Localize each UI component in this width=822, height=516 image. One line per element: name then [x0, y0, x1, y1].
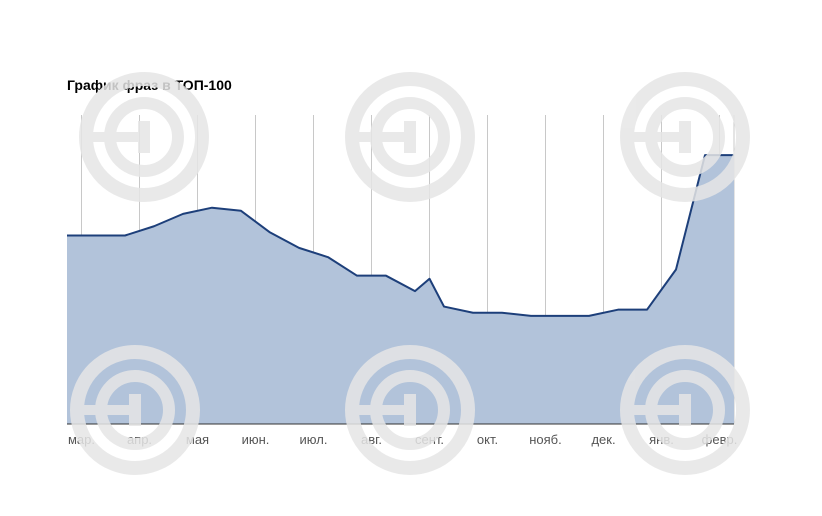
x-tick-label: июн. — [242, 432, 270, 447]
watermark-logo — [345, 72, 475, 202]
watermark-logo — [70, 345, 200, 475]
watermark-layer — [70, 72, 750, 475]
x-tick-label: нояб. — [529, 432, 562, 447]
watermark-logo — [345, 345, 475, 475]
x-tick-label: окт. — [477, 432, 498, 447]
watermark-logo — [620, 72, 750, 202]
watermark-logo — [620, 345, 750, 475]
area-fill — [67, 155, 734, 425]
x-tick-label: июл. — [300, 432, 328, 447]
x-tick-label: дек. — [591, 432, 615, 447]
watermark-logo — [79, 72, 209, 202]
series-area — [66, 154, 735, 425]
